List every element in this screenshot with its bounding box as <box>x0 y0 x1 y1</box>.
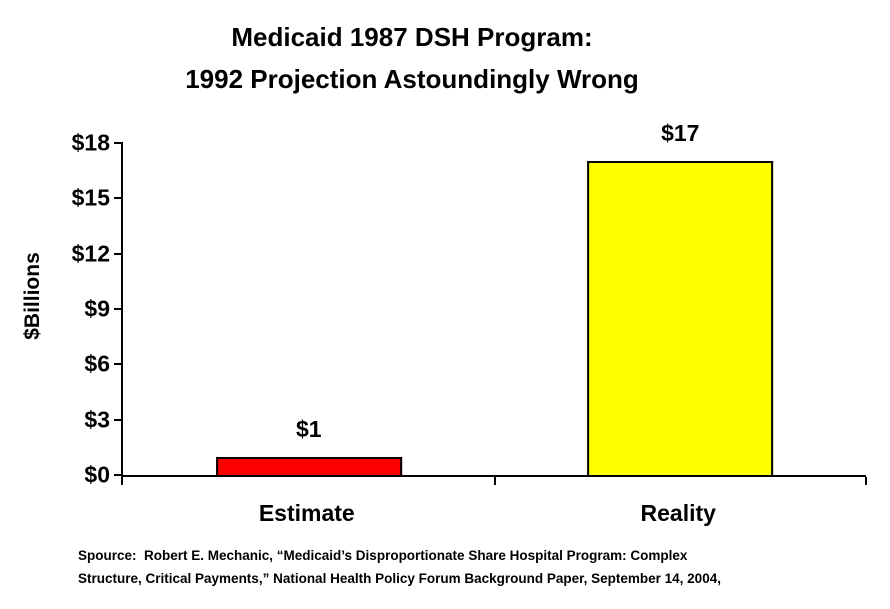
bar-value-label: $17 <box>661 120 700 147</box>
x-axis-category-label: Estimate <box>258 500 355 526</box>
y-axis-tick <box>114 197 123 200</box>
bar-estimate <box>215 456 402 475</box>
x-axis-category-labels: Estimate Reality <box>121 500 864 530</box>
y-axis-tick-label: $15 <box>71 184 110 211</box>
source-citation: Spource: Robert E. Mechanic, “Medicaid’s… <box>78 544 721 590</box>
y-axis-tick <box>114 142 123 144</box>
y-axis-tick-label: $3 <box>84 406 110 433</box>
y-axis-tick-label: $6 <box>84 350 110 377</box>
y-axis-tick-label: $18 <box>71 129 110 156</box>
y-axis-tick <box>114 474 123 476</box>
y-axis-title: $Billions <box>21 252 44 340</box>
source-citation-line2: Structure, Critical Payments,” National … <box>78 571 721 586</box>
chart-title: Medicaid 1987 DSH Program: 1992 Projecti… <box>0 16 824 100</box>
y-axis-tick-label: $0 <box>84 461 110 488</box>
y-axis-tick <box>114 418 123 421</box>
y-axis-tick-label: $12 <box>71 240 110 267</box>
chart-title-line1: Medicaid 1987 DSH Program: <box>231 22 593 52</box>
y-axis-tick <box>114 308 123 310</box>
bar-value-label: $1 <box>295 415 322 442</box>
plot-area: $0 $3 $6 $9 $12 $15 $18 $1 $17 <box>72 122 867 486</box>
chart-title-line2: 1992 Projection Astoundingly Wrong <box>185 64 639 94</box>
x-axis-category-label: Reality <box>640 500 716 526</box>
y-axis-origin-tick <box>121 475 123 485</box>
source-citation-line1: Spource: Robert E. Mechanic, “Medicaid’s… <box>78 548 688 563</box>
y-axis-tick-label: $9 <box>84 295 110 322</box>
x-axis-tick <box>865 477 867 485</box>
y-axis-tick <box>114 363 123 366</box>
x-axis-tick <box>493 477 496 485</box>
y-axis-tick <box>114 252 123 255</box>
bar-reality <box>587 161 774 475</box>
